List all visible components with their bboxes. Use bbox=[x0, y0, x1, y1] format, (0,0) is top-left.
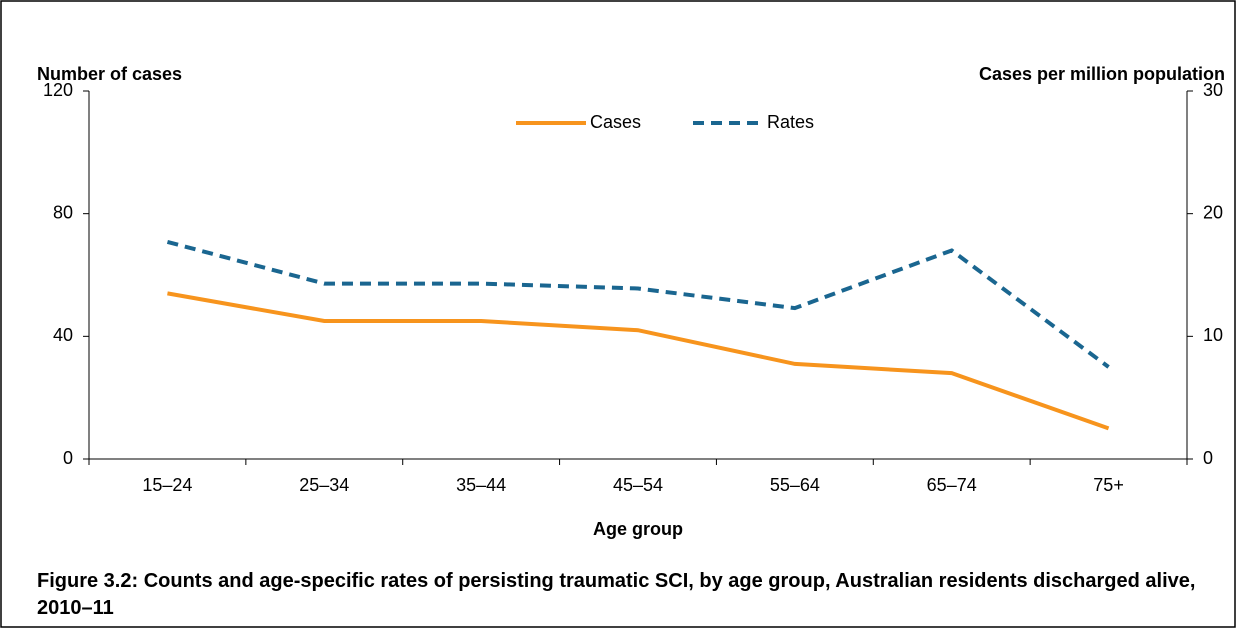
y-axis-title: Number of cases bbox=[37, 64, 182, 84]
x-tick-label: 35–44 bbox=[456, 475, 506, 495]
series-line bbox=[166, 239, 1110, 369]
y2-axis-title: Cases per million population bbox=[979, 64, 1225, 84]
caption: Figure 3.2: Counts and age-specific rate… bbox=[37, 570, 1196, 619]
x-tick-label: 65–74 bbox=[927, 475, 977, 495]
y-tick-label: 0 bbox=[63, 448, 73, 468]
y2-tick-label: 20 bbox=[1203, 202, 1223, 222]
legend-label: Cases bbox=[590, 112, 641, 132]
x-tick-label: 25–34 bbox=[299, 475, 349, 495]
x-tick-label: 15–24 bbox=[142, 475, 192, 495]
x-axis-title: Age group bbox=[593, 519, 683, 539]
y2-tick-label: 30 bbox=[1203, 80, 1223, 100]
y2-tick-label: 10 bbox=[1203, 325, 1223, 345]
y-tick-label: 120 bbox=[43, 80, 73, 100]
legend-label: Rates bbox=[767, 112, 814, 132]
y-tick-label: 40 bbox=[53, 325, 73, 345]
x-tick-label: 75+ bbox=[1093, 475, 1124, 495]
series-line bbox=[167, 291, 1110, 431]
x-tick-label: 45–54 bbox=[613, 475, 663, 495]
y2-tick-label: 0 bbox=[1203, 448, 1213, 468]
y-tick-label: 80 bbox=[53, 202, 73, 222]
x-tick-label: 55–64 bbox=[770, 475, 820, 495]
